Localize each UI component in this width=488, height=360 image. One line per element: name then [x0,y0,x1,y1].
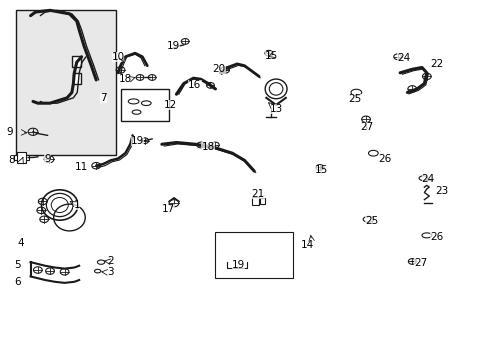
Text: 9: 9 [44,154,51,164]
Bar [73,73,81,84]
Text: 19: 19 [131,136,144,147]
Bar [120,89,169,121]
Bar [260,198,264,204]
Text: 19: 19 [232,260,245,270]
Text: 14: 14 [301,240,314,250]
Bar [215,232,292,278]
Text: 3: 3 [107,267,114,277]
Bar [251,197,259,205]
Text: 19: 19 [166,41,179,51]
Text: 7: 7 [100,93,106,103]
Text: 2: 2 [107,256,114,266]
Text: 22: 22 [429,59,442,69]
Text: 6: 6 [14,277,20,287]
Text: 26: 26 [429,232,442,242]
Text: 12: 12 [163,100,177,110]
Text: 9: 9 [7,127,14,137]
Text: 8: 8 [8,156,15,165]
Bar [72,56,81,67]
Text: 17: 17 [161,204,174,214]
Text: 16: 16 [188,80,201,90]
Text: 10: 10 [111,52,124,62]
Bar [14,155,29,160]
Text: 15: 15 [314,165,327,175]
Text: 27: 27 [360,122,373,132]
Text: 27: 27 [413,258,426,268]
Text: 23: 23 [434,186,447,197]
Text: 24: 24 [421,174,434,184]
Text: 25: 25 [365,216,378,226]
Text: 26: 26 [377,154,390,164]
Text: 21: 21 [251,189,264,199]
Text: 1: 1 [73,200,80,210]
Text: 15: 15 [264,51,277,61]
Text: 18: 18 [201,142,214,152]
Text: 20: 20 [212,64,225,73]
Text: 11: 11 [75,162,88,172]
Text: 4: 4 [18,238,24,248]
Text: 5: 5 [14,260,20,270]
Bar [17,152,26,163]
Bar [16,10,116,155]
Text: 18: 18 [119,74,132,84]
Text: 13: 13 [269,104,282,114]
Text: 24: 24 [397,53,410,63]
Text: 25: 25 [348,94,361,104]
